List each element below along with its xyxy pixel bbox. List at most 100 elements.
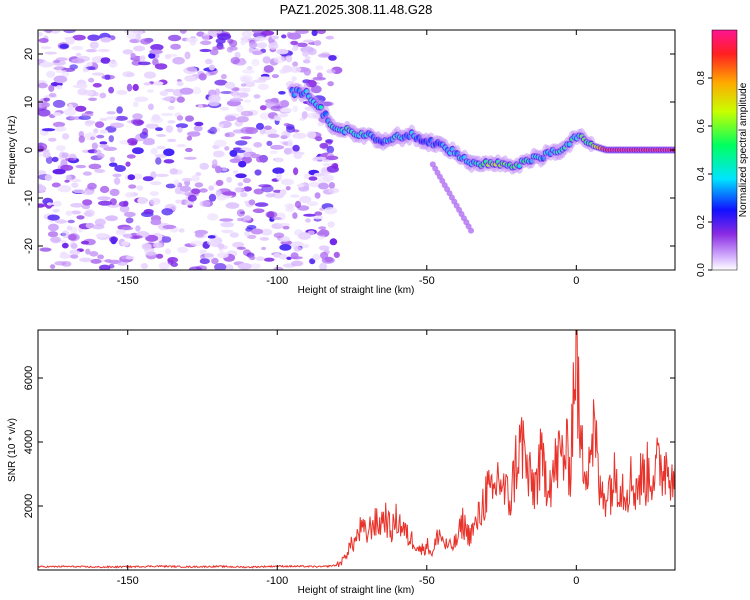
noise-blob [289, 66, 302, 73]
noise-blob [257, 83, 270, 91]
colorbar: 0.0 0.2 0.4 0.6 0.8 Normalized spectral ampl… [696, 29, 749, 277]
noise-blob [132, 235, 143, 239]
noise-blob [331, 163, 339, 169]
noise-blob [318, 245, 330, 251]
snr-y-ticks: 2000 4000 6000 [23, 366, 675, 518]
noise-blob [155, 127, 163, 131]
noise-blob [252, 208, 265, 214]
noise-blob [218, 123, 225, 128]
noise-blob [301, 111, 308, 119]
noise-blob [133, 173, 143, 180]
noise-blob [120, 255, 127, 260]
noise-blob [285, 186, 291, 191]
noise-blob [263, 65, 274, 73]
noise-blob [139, 131, 149, 139]
noise-blob [71, 210, 81, 215]
noise-blob [71, 58, 85, 64]
noise-blob [108, 135, 115, 143]
noise-blob [71, 45, 84, 51]
noise-blob [87, 34, 101, 41]
noise-blob [116, 106, 123, 114]
noise-blob [176, 81, 184, 87]
noise-blob [152, 58, 159, 66]
noise-blob [164, 248, 171, 255]
noise-blob [296, 184, 305, 188]
noise-blob [187, 194, 197, 202]
noise-blob [263, 257, 275, 262]
noise-blob [75, 164, 87, 169]
noise-blob [279, 244, 292, 251]
noise-blob [89, 251, 99, 257]
noise-blob [75, 52, 82, 57]
noise-blob [38, 185, 47, 193]
noise-blob [307, 201, 319, 207]
noise-blob [99, 117, 108, 122]
noise-blob [258, 76, 272, 81]
noise-blob [137, 197, 148, 205]
noise-blob [229, 98, 244, 102]
noise-blob [234, 186, 242, 193]
x-tick-label: -150 [117, 275, 139, 287]
noise-blob [312, 76, 326, 81]
noise-blob [48, 137, 57, 142]
noise-blob [97, 196, 111, 201]
noise-blob [47, 214, 60, 221]
noise-blob [179, 30, 187, 34]
noise-blob [209, 126, 217, 135]
noise-blob [67, 233, 80, 242]
noise-blob [86, 62, 93, 67]
noise-blob [235, 149, 246, 153]
noise-blob [256, 42, 268, 49]
noise-blob [38, 145, 45, 153]
noise-blob [267, 133, 280, 138]
noise-blob [140, 38, 152, 45]
x-tick-label: 0 [573, 575, 579, 587]
noise-blob [193, 125, 203, 132]
noise-blob [276, 223, 291, 227]
noise-blob [224, 81, 236, 89]
noise-blob [136, 185, 144, 191]
noise-blob [232, 170, 239, 175]
noise-blob [208, 193, 217, 202]
noise-blob [108, 86, 114, 94]
noise-blob [183, 156, 197, 160]
noise-blob [249, 255, 256, 261]
noise-blob [310, 85, 322, 94]
noise-blob [184, 75, 196, 82]
noise-blob [83, 211, 93, 217]
noise-blob [125, 217, 134, 224]
noise-blob [309, 258, 316, 265]
noise-blob [303, 67, 312, 76]
noise-blob [39, 247, 52, 252]
snr-background [38, 330, 675, 570]
noise-blob [189, 39, 197, 46]
noise-blob [215, 179, 224, 186]
noise-blob [40, 46, 52, 50]
noise-blob [292, 212, 298, 220]
noise-blob [242, 177, 251, 184]
noise-blob [93, 128, 99, 134]
noise-blob [133, 45, 146, 52]
noise-blob [281, 34, 287, 39]
noise-blob [224, 146, 230, 151]
noise-blob [278, 253, 288, 260]
noise-blob [238, 160, 247, 168]
noise-blob [167, 120, 176, 124]
noise-blob [282, 65, 293, 73]
noise-blob [317, 182, 329, 190]
noise-blob [54, 261, 67, 266]
noise-blob [290, 40, 299, 46]
noise-blob [156, 145, 166, 150]
noise-blob [178, 228, 185, 233]
noise-blob [313, 156, 327, 160]
noise-blob [221, 229, 234, 234]
noise-blob [38, 80, 47, 84]
noise-blob [329, 238, 338, 246]
noise-blob [126, 33, 138, 40]
noise-blob [280, 107, 293, 113]
noise-blob [52, 112, 62, 117]
noise-blob [199, 249, 207, 255]
noise-blob [290, 194, 300, 198]
noise-blob [209, 48, 219, 56]
